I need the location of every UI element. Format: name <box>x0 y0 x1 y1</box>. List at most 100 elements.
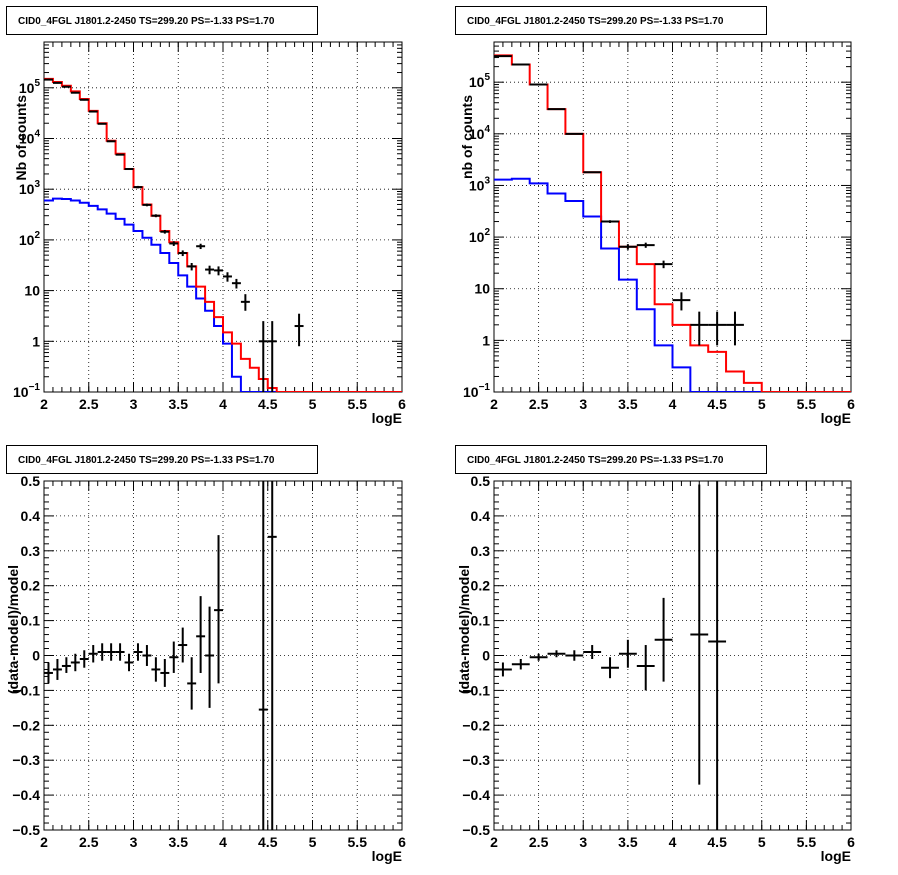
data-point <box>690 484 709 785</box>
data-point <box>529 83 548 86</box>
chart-title: CID0_4FGL J1801.2-2450 TS=299.20 PS=-1.3… <box>467 455 724 466</box>
data-point <box>79 98 89 101</box>
y-axis-label: Nb of counts <box>13 95 29 181</box>
data-point <box>169 241 179 246</box>
y-tick-label: 0.3 <box>21 543 41 559</box>
y-tick-label: −0.3 <box>12 752 40 768</box>
data-point <box>726 311 744 346</box>
data-point <box>708 311 727 346</box>
data-point <box>601 657 619 679</box>
x-tick-label: 4.5 <box>707 834 727 850</box>
data-point <box>151 214 161 218</box>
plot-content <box>44 77 402 392</box>
series-blue-step <box>494 177 851 392</box>
y-tick-label: 0.2 <box>471 578 491 594</box>
data-point <box>142 203 152 207</box>
y-tick-label: −0.4 <box>12 787 40 803</box>
x-tick-label: 3 <box>130 396 138 412</box>
y-tick-label: 10 <box>24 283 40 299</box>
data-point <box>61 657 71 673</box>
y-tick-label: 102 <box>19 230 41 248</box>
data-point <box>142 645 152 666</box>
data-point <box>196 243 206 250</box>
x-tick-label: 6 <box>398 834 406 850</box>
y-tick-label: 105 <box>19 78 41 96</box>
y-tick-label: 0 <box>32 648 40 664</box>
x-tick-label: 6 <box>847 396 855 412</box>
data-point <box>124 653 134 672</box>
title-box <box>455 445 767 474</box>
x-tick-label: 6 <box>847 834 855 850</box>
plot-content <box>44 481 277 830</box>
x-axis-label: logE <box>821 848 851 864</box>
y-tick-label: −0.1 <box>462 682 490 698</box>
data-point <box>133 643 143 661</box>
plot-frame <box>43 480 403 831</box>
y-tick-label: 104 <box>19 128 41 146</box>
data-point <box>106 140 116 143</box>
chart-panel-4: CID0_4FGL J1801.2-2450 TS=299.20 PS=-1.3… <box>455 445 855 864</box>
y-axis-label: nb of counts <box>459 95 475 179</box>
data-point <box>565 132 584 135</box>
data-point <box>44 78 53 81</box>
chart-panel-2: CID0_4FGL J1801.2-2450 TS=299.20 PS=-1.3… <box>455 6 855 426</box>
data-point <box>205 606 215 708</box>
y-tick-label: 0.4 <box>21 508 41 524</box>
y-tick-label: 103 <box>19 179 41 197</box>
data-point <box>511 63 530 66</box>
data-point <box>511 658 530 670</box>
data-point <box>115 153 125 156</box>
y-tick-label: −0.5 <box>12 822 40 838</box>
plot-frame <box>493 480 852 831</box>
data-point <box>88 645 98 663</box>
data-point <box>97 122 107 125</box>
data-point <box>601 220 619 223</box>
y-tick-label: 10−1 <box>463 382 490 400</box>
x-tick-label: 2 <box>40 834 48 850</box>
x-tick-label: 2.5 <box>529 834 549 850</box>
x-tick-label: 4.5 <box>707 396 727 412</box>
data-point <box>529 653 548 661</box>
data-point <box>708 481 727 830</box>
data-point <box>97 643 107 661</box>
y-tick-label: 0.4 <box>471 508 491 524</box>
y-tick-label: 1 <box>32 333 40 349</box>
data-point <box>151 657 161 682</box>
y-tick-label: 105 <box>469 72 491 90</box>
x-tick-label: 2.5 <box>79 396 99 412</box>
x-tick-label: 5.5 <box>348 834 368 850</box>
x-tick-label: 2 <box>490 834 498 850</box>
y-tick-label: 0.2 <box>21 578 41 594</box>
x-tick-label: 5.5 <box>348 396 368 412</box>
y-tick-label: 10 <box>474 281 490 297</box>
x-tick-label: 3.5 <box>169 834 189 850</box>
x-tick-label: 2 <box>40 396 48 412</box>
chart-panel-3: CID0_4FGL J1801.2-2450 TS=299.20 PS=-1.3… <box>5 445 406 864</box>
chart-title: CID0_4FGL J1801.2-2450 TS=299.20 PS=-1.3… <box>18 455 275 466</box>
y-axis-label: (data-model)/model <box>5 565 21 694</box>
x-tick-label: 5 <box>309 396 317 412</box>
x-tick-label: 5 <box>309 834 317 850</box>
x-tick-label: 2.5 <box>79 834 99 850</box>
data-point <box>267 481 277 830</box>
data-point <box>160 229 170 234</box>
plot-content <box>494 481 727 830</box>
data-point <box>258 321 268 392</box>
chart-panel-1: CID0_4FGL J1801.2-2450 TS=299.20 PS=-1.3… <box>6 6 406 426</box>
x-axis-label: logE <box>372 848 402 864</box>
data-point <box>618 639 637 668</box>
data-point <box>160 658 170 687</box>
y-tick-label: 1 <box>482 332 490 348</box>
data-point <box>294 313 304 347</box>
x-tick-label: 5.5 <box>797 396 817 412</box>
data-point <box>70 91 80 94</box>
data-point <box>654 260 673 269</box>
y-axis-label: (data-model)/model <box>456 565 472 694</box>
y-tick-label: 0.3 <box>471 543 491 559</box>
data-point <box>178 250 188 257</box>
data-point <box>636 645 655 691</box>
data-point <box>636 242 655 248</box>
data-point <box>618 244 637 250</box>
data-point <box>115 643 125 661</box>
